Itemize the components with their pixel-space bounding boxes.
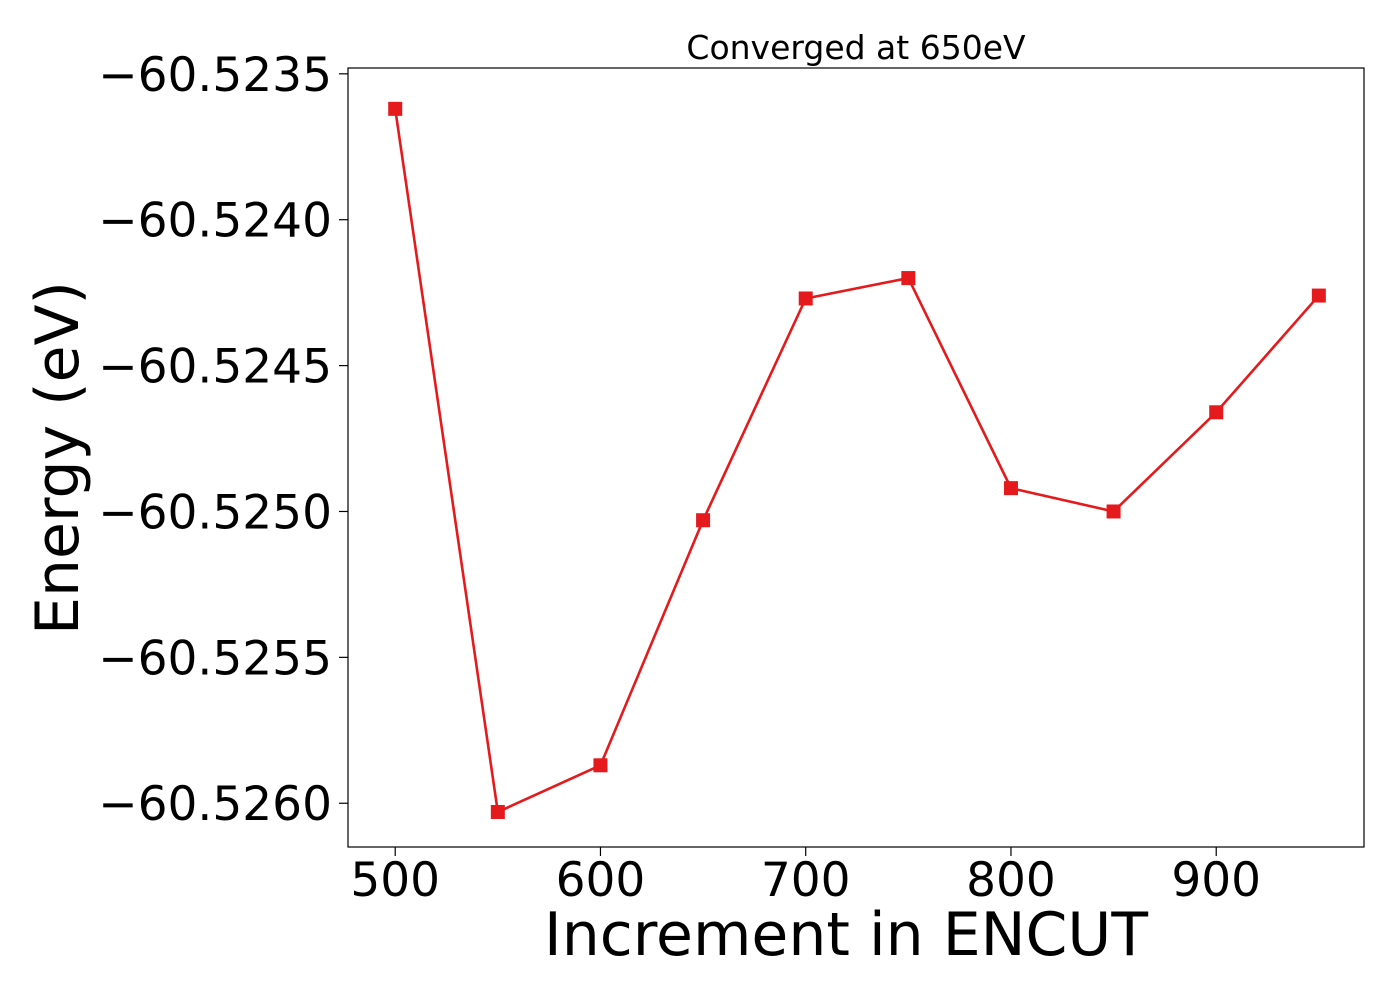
data-point <box>798 291 813 306</box>
y-axis-label: Energy (eV) <box>23 281 93 635</box>
x-tick-label: 500 <box>350 853 440 908</box>
x-axis-ticks: 500 600 700 800 900 <box>350 847 1261 908</box>
data-point <box>490 804 505 819</box>
data-point <box>901 271 916 286</box>
plot-area: 500 600 700 800 900 −60.5235 −60.5240 −60.5245… <box>98 48 1365 908</box>
series-line <box>393 108 1320 814</box>
data-point <box>1209 405 1224 420</box>
series-group <box>388 101 1326 819</box>
y-tick-label: −60.5240 <box>98 194 332 249</box>
data-point <box>696 513 711 528</box>
y-axis-ticks: −60.5235 −60.5240 −60.5245 −60.5250 −60.5255… <box>98 48 348 832</box>
data-point <box>1003 481 1018 496</box>
plot-frame <box>347 67 1365 848</box>
x-tick-label: 700 <box>761 853 851 908</box>
data-point <box>1311 288 1326 303</box>
data-point <box>388 101 403 116</box>
x-tick-label: 600 <box>556 853 646 908</box>
y-tick-label: −60.5260 <box>98 777 332 832</box>
data-point <box>593 758 608 773</box>
y-tick-label: −60.5255 <box>98 631 332 686</box>
y-tick-label: −60.5235 <box>98 48 332 103</box>
y-tick-label: −60.5245 <box>98 340 332 395</box>
chart-title: Converged at 650eV <box>686 28 1026 67</box>
x-axis-label: Increment in ENCUT <box>544 900 1148 970</box>
y-tick-label: −60.5250 <box>98 485 332 540</box>
x-tick-label: 800 <box>966 853 1056 908</box>
data-point <box>1106 504 1121 519</box>
x-tick-label: 900 <box>1171 853 1261 908</box>
